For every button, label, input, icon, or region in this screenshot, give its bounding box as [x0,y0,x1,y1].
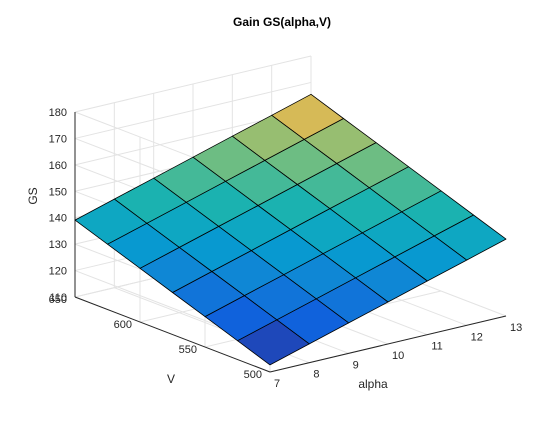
tick-label: 7 [274,378,280,390]
tick-label: 550 [179,344,197,356]
tick-label: 140 [49,213,67,225]
chart-title: Gain GS(alpha,V) [233,15,331,29]
surface-patch [74,198,148,245]
tick-label: 8 [313,369,319,381]
tick-label: 600 [114,319,132,331]
tick-label: 9 [353,359,359,371]
tick-label: 160 [49,160,67,172]
tick-label: 170 [49,133,67,145]
tick-label: 13 [510,322,522,334]
tick-label: 110 [49,292,67,304]
tick-label: 11 [431,341,442,353]
tick-label: 650 [49,294,67,306]
tick-label: 180 [49,107,67,119]
tick-label: 130 [49,239,67,251]
axis-line [74,296,271,373]
y-axis-label: V [167,372,175,386]
tick-label: 500 [244,369,262,381]
tick-label: 120 [49,266,67,278]
x-axis-label: alpha [358,377,388,391]
surface [74,93,507,366]
axis-line [269,315,507,373]
tick-label: 150 [49,186,67,198]
tick-label: 10 [392,350,404,362]
z-axis-label: GS [26,187,40,204]
tick-label: 12 [471,331,483,343]
